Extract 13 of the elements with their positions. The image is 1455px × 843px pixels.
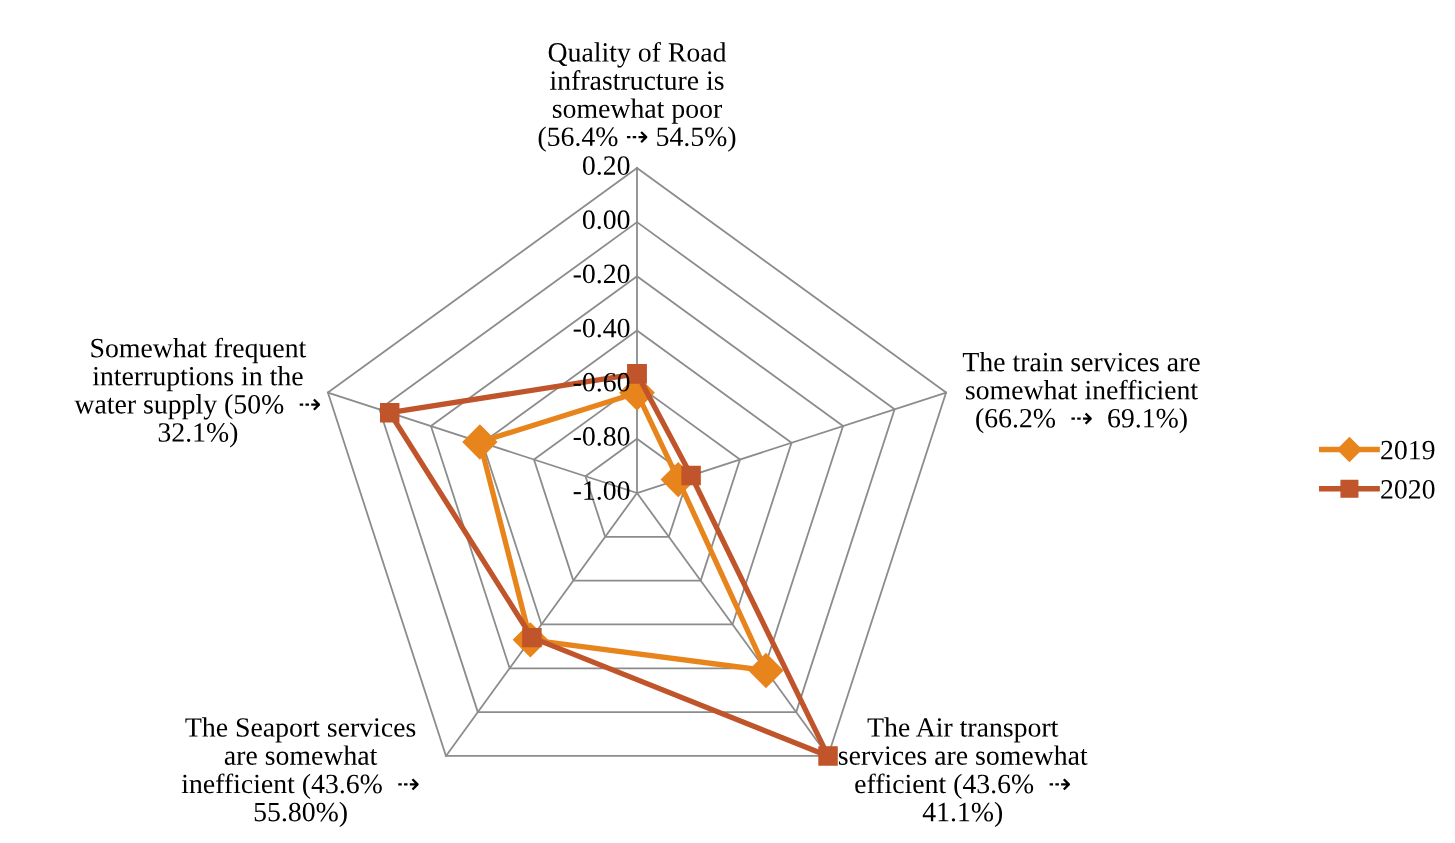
spoke-label: The Seaport services are somewhat inefficient (43.6% ⇢ 55.80%) [181, 717, 419, 828]
y-tick-label: -1.00 [573, 481, 630, 501]
y-tick-label: 0.20 [582, 156, 630, 176]
y-tick-label: -0.20 [573, 264, 630, 284]
y-tick-label: -0.80 [573, 427, 630, 446]
spoke-label: Somewhat frequent interruptions in the water supply (50% ⇢ 32.1%) [74, 337, 321, 448]
spoke-label: Quality of Road infrastructure is somewhat poor (56.4% ⇢ 54.5%) [538, 41, 736, 152]
y-tick-label: 0.00 [582, 210, 630, 230]
y-tick-label: -0.40 [573, 318, 630, 338]
legend-label: 2019 [1381, 440, 1435, 460]
legend-label: 2020 [1381, 480, 1435, 499]
spoke-label: The Air transport services are somewhat efficient (43.6% ⇢ 41.1%) [838, 717, 1088, 828]
spoke-label: The train services are somewhat inefficient (66.2% ⇢ 69.1%) [962, 351, 1200, 434]
